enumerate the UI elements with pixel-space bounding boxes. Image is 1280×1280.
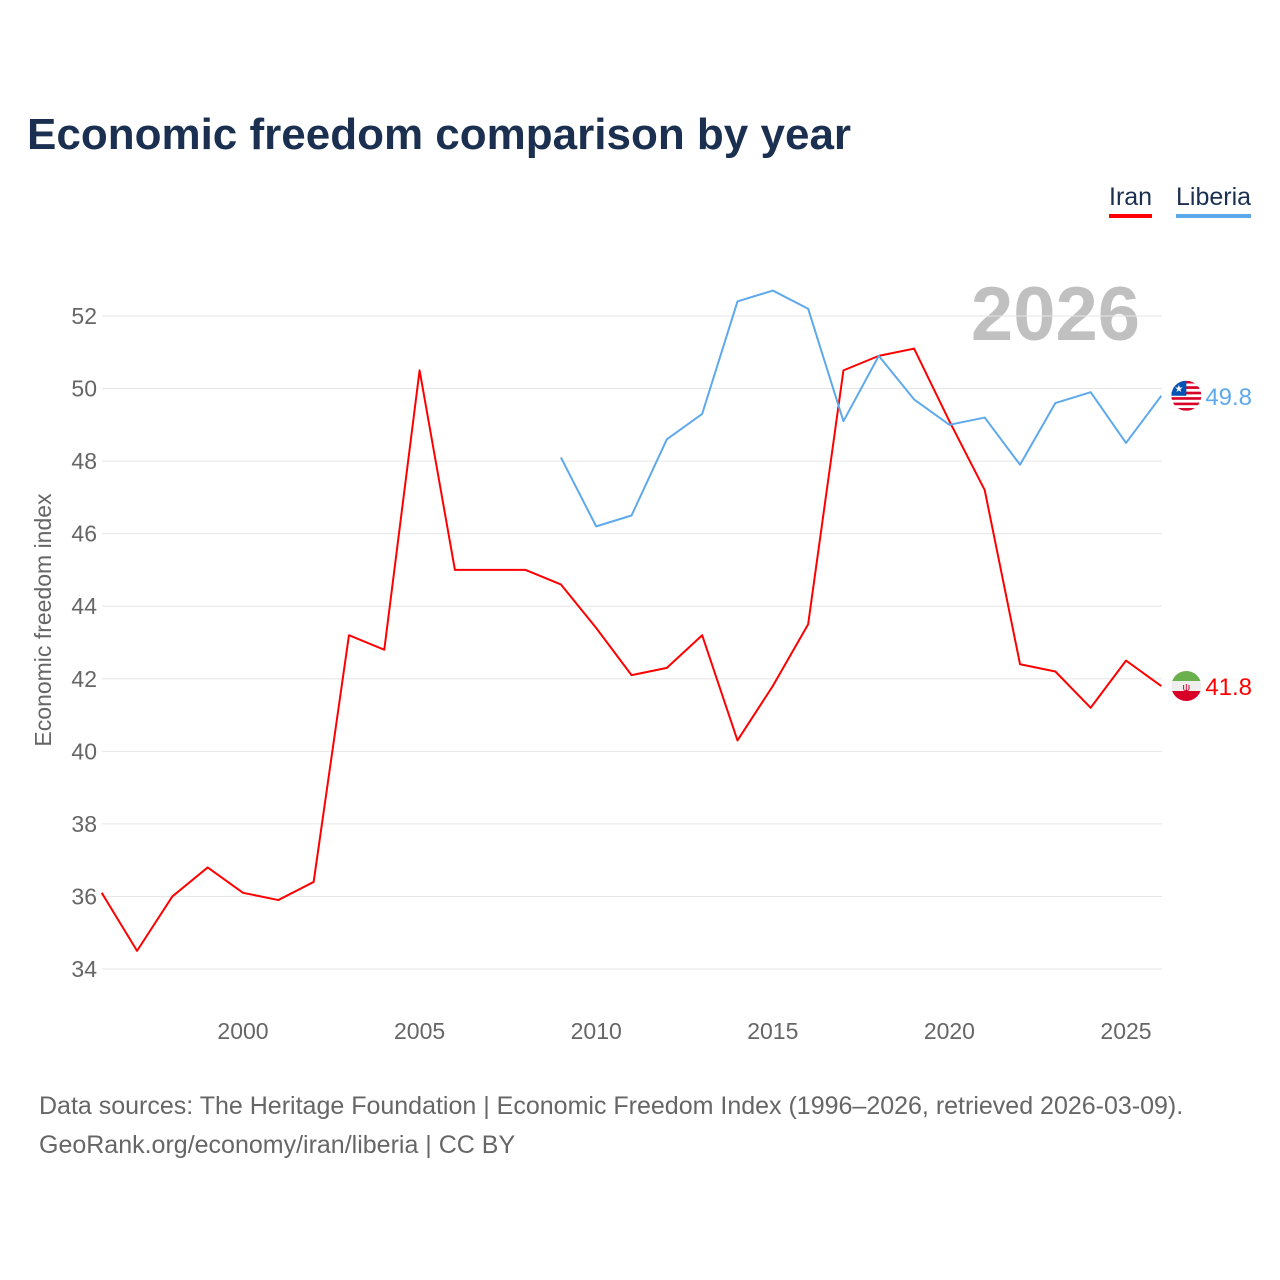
- flag-body: ψ: [1171, 671, 1202, 702]
- flag-emblem: ψ: [1182, 682, 1190, 694]
- end-value-label-liberia: 49.8: [1205, 384, 1252, 411]
- flag-stripe: [1171, 681, 1202, 692]
- x-tick-label: 2015: [747, 1018, 798, 1044]
- source-note: Data sources: The Heritage Foundation | …: [39, 1087, 1183, 1165]
- y-tick-label: 44: [71, 593, 97, 619]
- series-line-liberia: [559, 289, 1163, 528]
- flag-stripe: [1171, 405, 1202, 409]
- source-line-2[interactable]: GeoRank.org/economy/iran/liberia | CC BY: [39, 1131, 516, 1159]
- flag-body: ★: [1171, 380, 1202, 411]
- flag-stripe: [1171, 397, 1202, 400]
- y-tick-label: 48: [71, 448, 97, 474]
- y-tick-label: 34: [71, 956, 97, 982]
- y-tick-label: 40: [71, 738, 97, 764]
- y-axis-label: Economic freedom index: [30, 493, 56, 747]
- series-line-iran: [100, 347, 1162, 952]
- y-tick-label: 46: [71, 521, 97, 547]
- y-tick-label: 38: [71, 811, 97, 837]
- year-watermark: 2026: [971, 272, 1140, 357]
- flag-stripe: [1171, 691, 1202, 702]
- flag-star: ★: [1174, 384, 1183, 395]
- flag-stripe: [1171, 408, 1202, 411]
- chart-title: Economic freedom comparison by year: [27, 110, 852, 159]
- liberia-flag-icon: ★: [1171, 380, 1202, 411]
- end-value-label-iran: 41.8: [1205, 674, 1252, 701]
- x-tick-label: 2020: [924, 1018, 975, 1044]
- source-line-1: Data sources: The Heritage Foundation | …: [39, 1092, 1184, 1120]
- legend-iran[interactable]: Iran: [1109, 183, 1153, 218]
- iran-flag-icon: ψ: [1171, 671, 1202, 702]
- y-tick-label: 50: [71, 376, 97, 402]
- x-tick-label: 2005: [394, 1018, 445, 1044]
- flag-stripe: [1171, 402, 1202, 406]
- x-tick-label: 2010: [571, 1018, 622, 1044]
- x-tick-label: 2000: [217, 1018, 268, 1044]
- legend-liberia[interactable]: Liberia: [1176, 183, 1252, 218]
- y-tick-label: 52: [71, 303, 97, 329]
- x-tick-label: 2025: [1100, 1018, 1151, 1044]
- y-tick-label: 36: [71, 883, 97, 909]
- flag-stripe: [1171, 399, 1202, 403]
- flag-stripe: [1171, 671, 1202, 682]
- y-tick-label: 42: [71, 666, 97, 692]
